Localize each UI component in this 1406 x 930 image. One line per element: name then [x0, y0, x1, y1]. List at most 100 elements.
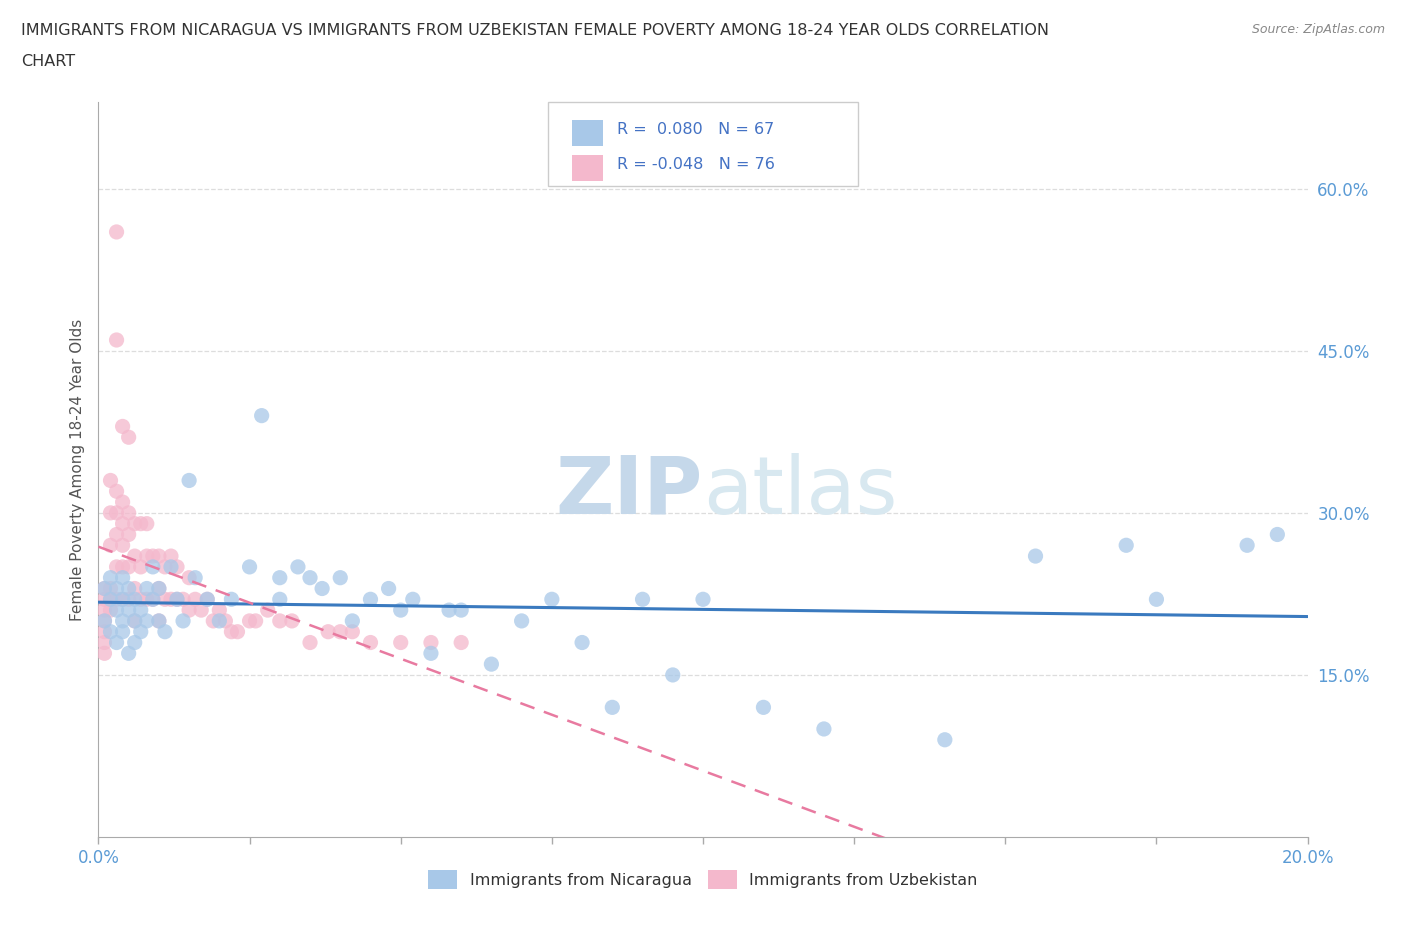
Point [129, 624, 152, 639]
Point [160, 549, 183, 564]
Point [142, 591, 165, 606]
Point [105, 591, 128, 606]
Point [450, 635, 472, 650]
Point [111, 591, 134, 606]
Point [1024, 549, 1046, 564]
Point [1236, 538, 1258, 552]
Point [124, 614, 146, 629]
Point [281, 614, 304, 629]
Point [179, 570, 201, 585]
Point [148, 581, 170, 596]
Point [93, 614, 115, 629]
Point [100, 591, 122, 606]
Point [93, 591, 115, 606]
Point [105, 560, 128, 575]
Point [111, 591, 134, 606]
Point [287, 560, 309, 575]
Point [202, 614, 225, 629]
Point [100, 624, 122, 639]
Point [129, 560, 152, 575]
Point [510, 614, 533, 629]
Point [124, 635, 146, 650]
Point [111, 570, 134, 585]
Point [226, 624, 249, 639]
Point [481, 657, 503, 671]
Point [311, 581, 333, 596]
Point [100, 591, 122, 606]
Point [100, 538, 122, 552]
Text: Source: ZipAtlas.com: Source: ZipAtlas.com [1251, 23, 1385, 36]
Point [184, 591, 207, 606]
Point [360, 591, 382, 606]
Text: CHART: CHART [21, 54, 75, 69]
Point [389, 603, 412, 618]
Point [124, 581, 146, 596]
Point [342, 624, 364, 639]
Point [153, 624, 176, 639]
Point [166, 591, 188, 606]
Point [105, 527, 128, 542]
Point [420, 635, 443, 650]
Text: IMMIGRANTS FROM NICARAGUA VS IMMIGRANTS FROM UZBEKISTAN FEMALE POVERTY AMONG 18-: IMMIGRANTS FROM NICARAGUA VS IMMIGRANTS … [21, 23, 1049, 38]
Point [124, 549, 146, 564]
Point [221, 591, 243, 606]
Point [93, 581, 115, 596]
Point [129, 603, 152, 618]
Text: ZIP: ZIP [555, 453, 703, 531]
Point [166, 560, 188, 575]
Point [160, 591, 183, 606]
Point [105, 224, 128, 239]
Text: R = -0.048   N = 76: R = -0.048 N = 76 [617, 157, 775, 172]
Point [111, 495, 134, 510]
Point [360, 635, 382, 650]
Point [93, 646, 115, 661]
Point [269, 591, 291, 606]
Point [105, 505, 128, 520]
Point [160, 560, 183, 575]
Point [195, 591, 218, 606]
Point [135, 581, 157, 596]
Point [93, 603, 115, 618]
Point [118, 430, 141, 445]
Point [111, 538, 134, 552]
Point [813, 722, 835, 737]
Point [208, 603, 231, 618]
Point [129, 516, 152, 531]
Point [256, 603, 278, 618]
Point [124, 614, 146, 629]
Text: R =  0.080   N = 67: R = 0.080 N = 67 [617, 122, 775, 137]
Point [118, 527, 141, 542]
Point [377, 581, 399, 596]
Point [269, 570, 291, 585]
Point [111, 516, 134, 531]
Point [299, 570, 322, 585]
Point [179, 603, 201, 618]
Point [118, 505, 141, 520]
Point [692, 591, 714, 606]
Point [239, 614, 262, 629]
Point [190, 603, 212, 618]
Y-axis label: Female Poverty Among 18-24 Year Olds: Female Poverty Among 18-24 Year Olds [69, 318, 84, 621]
Point [342, 614, 364, 629]
Point [752, 700, 775, 715]
Point [111, 560, 134, 575]
Point [661, 668, 683, 683]
Point [571, 635, 593, 650]
Point [100, 603, 122, 618]
Point [118, 581, 141, 596]
Point [179, 473, 201, 488]
Point [100, 581, 122, 596]
Point [195, 591, 218, 606]
Point [148, 549, 170, 564]
Point [631, 591, 654, 606]
Point [118, 603, 141, 618]
Point [299, 635, 322, 650]
Point [540, 591, 562, 606]
Point [129, 591, 152, 606]
Point [148, 581, 170, 596]
Point [124, 591, 146, 606]
Point [135, 549, 157, 564]
Point [93, 581, 115, 596]
Point [269, 614, 291, 629]
Point [214, 614, 236, 629]
